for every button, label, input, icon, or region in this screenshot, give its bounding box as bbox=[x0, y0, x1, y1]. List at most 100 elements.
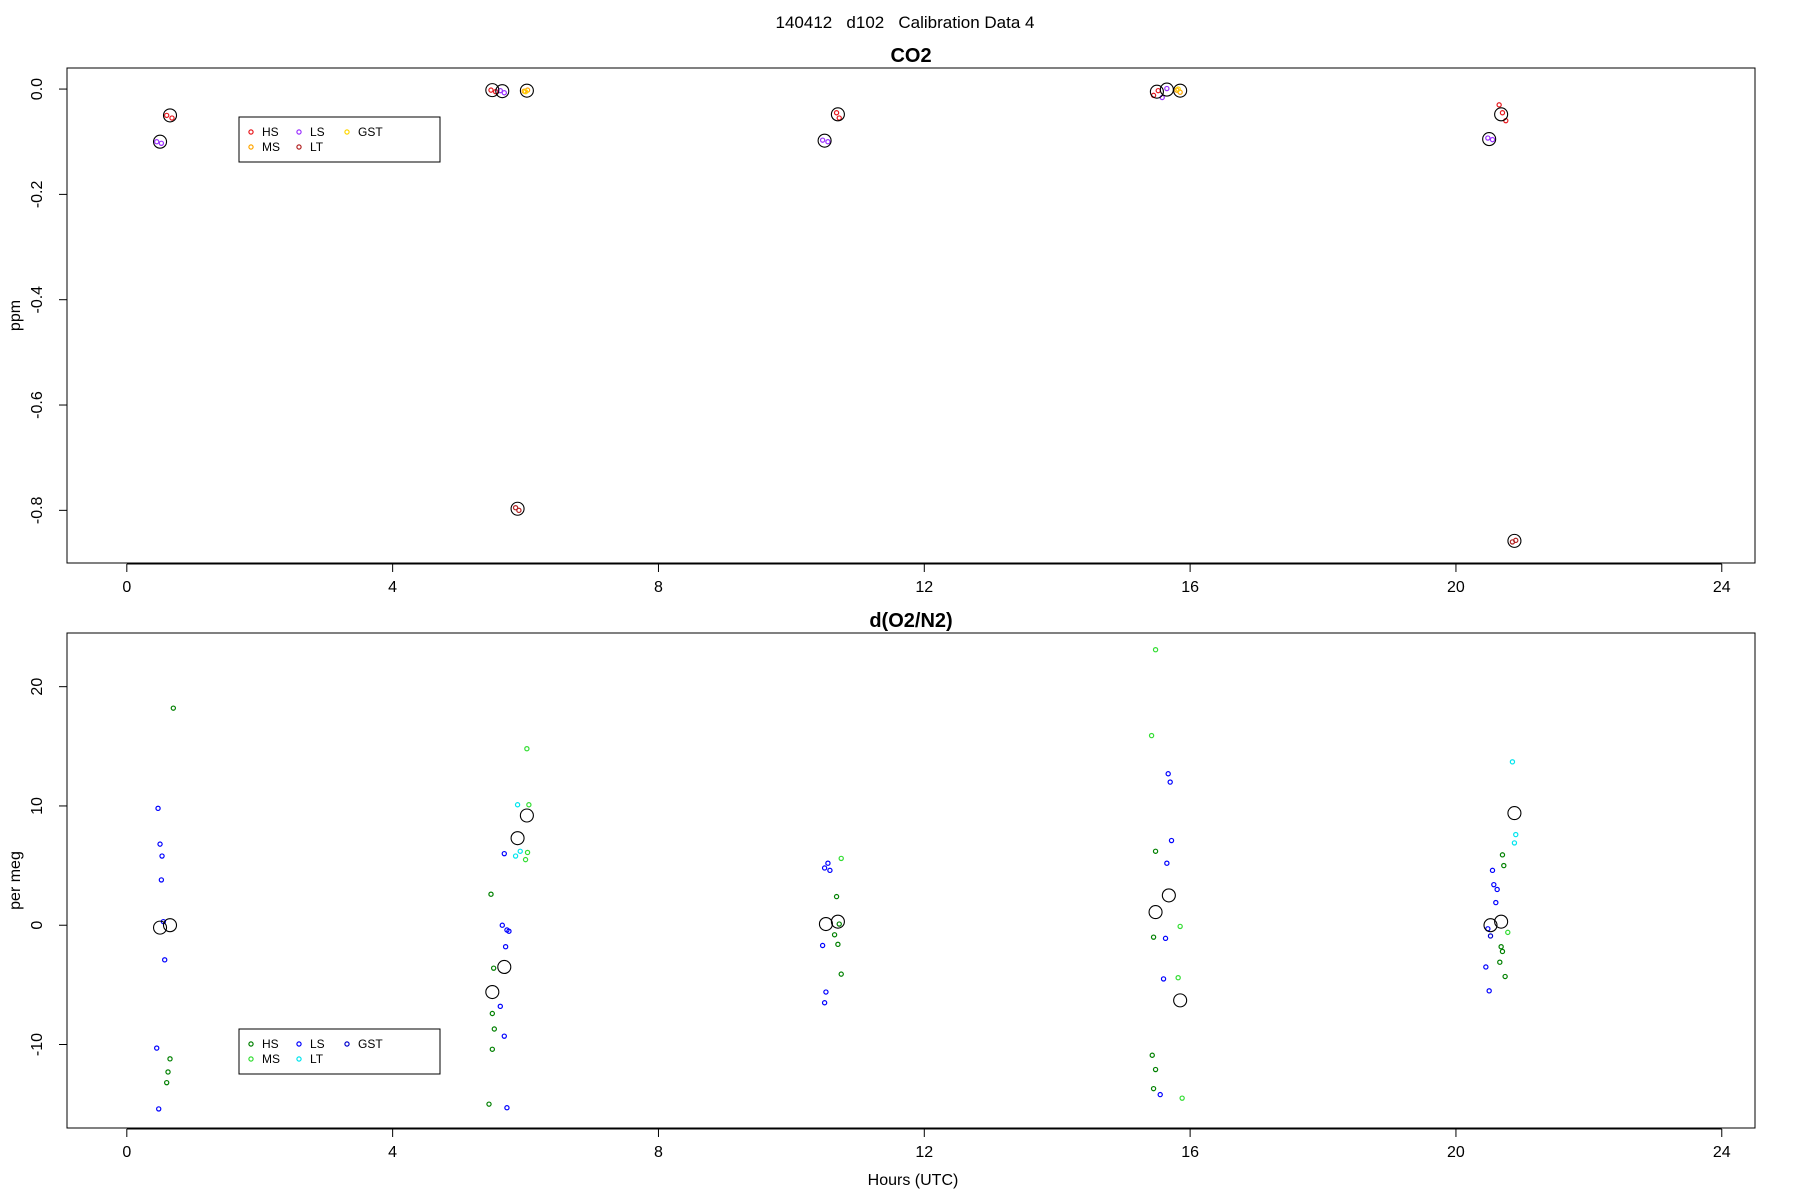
x-tick-label: 4 bbox=[388, 1144, 397, 1161]
x-tick-label: 4 bbox=[388, 579, 397, 596]
data-point bbox=[157, 841, 163, 847]
data-point bbox=[1152, 646, 1159, 653]
data-point bbox=[825, 860, 831, 866]
mean-point bbox=[485, 984, 500, 1000]
x-axis-label: Hours (UTC) bbox=[868, 1172, 959, 1189]
data-point bbox=[167, 1056, 173, 1062]
data-point bbox=[836, 115, 842, 121]
panel-title: CO2 bbox=[890, 45, 931, 67]
data-point bbox=[821, 865, 828, 871]
y-tick-label: -10 bbox=[29, 1033, 46, 1056]
o2n2-panel: d(O2/N2) 0 4 8 12 16 20 24 20 10 0 -10 per meg Hours … bbox=[7, 610, 1756, 1189]
data-point bbox=[823, 989, 829, 995]
data-point bbox=[502, 943, 509, 950]
x-tick-label: 8 bbox=[654, 579, 663, 596]
data-point bbox=[497, 87, 503, 94]
legend-label: GST bbox=[358, 125, 383, 139]
data-point bbox=[825, 139, 831, 145]
data-point bbox=[169, 115, 175, 121]
legend-box bbox=[238, 1028, 441, 1075]
data-point bbox=[522, 856, 529, 863]
mean-point bbox=[1173, 83, 1188, 98]
data-point bbox=[1502, 973, 1508, 980]
data-point bbox=[1155, 87, 1161, 94]
series-ms bbox=[521, 87, 1183, 95]
y-tick-label: 0 bbox=[29, 921, 46, 930]
series-lt bbox=[512, 759, 1519, 859]
y-tick-label: 0.0 bbox=[29, 78, 46, 100]
data-point bbox=[833, 110, 840, 116]
y-tick-label: -0.8 bbox=[29, 496, 46, 524]
data-point bbox=[1489, 867, 1496, 874]
data-point bbox=[165, 1069, 171, 1075]
data-point bbox=[1164, 860, 1170, 866]
mean-point bbox=[1149, 84, 1164, 99]
legend-label: GST bbox=[358, 1037, 383, 1051]
legend-label: LT bbox=[310, 1052, 324, 1066]
series-ls bbox=[154, 771, 1500, 1112]
data-point bbox=[1164, 85, 1170, 92]
legend-marker bbox=[248, 1041, 254, 1047]
legend-marker bbox=[248, 144, 254, 150]
data-point bbox=[512, 853, 519, 859]
figure-title: 140412 d102 Calibration Data 4 bbox=[776, 13, 1035, 32]
series-hs bbox=[163, 705, 1508, 1107]
legend-label: HS bbox=[262, 1037, 279, 1051]
mean-point bbox=[1507, 533, 1522, 548]
legend-marker bbox=[344, 1041, 350, 1047]
legend-label: LS bbox=[310, 125, 325, 139]
data-point bbox=[836, 921, 842, 927]
data-point bbox=[1150, 1085, 1157, 1092]
data-point bbox=[524, 849, 531, 856]
data-point bbox=[1494, 886, 1500, 893]
data-point bbox=[158, 877, 165, 883]
series-ls bbox=[154, 85, 1496, 147]
data-point bbox=[1152, 1066, 1159, 1073]
data-point bbox=[1497, 959, 1503, 965]
data-point bbox=[517, 848, 523, 854]
data-point bbox=[170, 705, 177, 711]
data-point bbox=[501, 90, 507, 96]
mean-point bbox=[1507, 806, 1522, 821]
x-tick-label: 12 bbox=[915, 1144, 933, 1161]
mean-point bbox=[495, 84, 510, 99]
legend-label: MS bbox=[262, 140, 280, 154]
mean-point bbox=[830, 914, 845, 929]
data-point bbox=[1165, 771, 1171, 777]
legend-marker bbox=[248, 129, 254, 135]
mean-point bbox=[519, 83, 534, 98]
data-point bbox=[1179, 1095, 1185, 1101]
data-point bbox=[1489, 136, 1496, 143]
series-gst bbox=[1487, 933, 1494, 939]
data-point bbox=[1485, 135, 1491, 141]
legend-marker bbox=[296, 1041, 302, 1047]
data-point bbox=[488, 87, 494, 93]
data-point bbox=[821, 1000, 828, 1006]
data-point bbox=[1509, 759, 1516, 765]
x-tick-label: 24 bbox=[1713, 1144, 1731, 1161]
mean-point bbox=[818, 916, 833, 932]
data-point bbox=[1491, 881, 1497, 888]
data-point bbox=[159, 853, 165, 859]
legend-label: MS bbox=[262, 1052, 280, 1066]
legend-box bbox=[238, 116, 441, 163]
data-point bbox=[1177, 923, 1183, 930]
data-point bbox=[156, 1106, 162, 1112]
legend-marker bbox=[344, 129, 350, 135]
data-point bbox=[831, 932, 838, 938]
data-point bbox=[501, 1033, 507, 1039]
data-point bbox=[489, 1010, 496, 1017]
data-point bbox=[161, 957, 168, 963]
mean-point bbox=[497, 959, 512, 975]
data-point bbox=[1513, 537, 1519, 544]
data-point bbox=[1167, 779, 1173, 785]
legend-marker bbox=[296, 144, 302, 150]
data-point bbox=[1487, 933, 1494, 939]
data-point bbox=[827, 867, 833, 874]
data-point bbox=[158, 140, 165, 147]
mean-point bbox=[162, 108, 178, 123]
series-ms bbox=[522, 646, 1511, 1101]
data-point bbox=[1175, 86, 1181, 92]
data-point bbox=[833, 893, 840, 900]
